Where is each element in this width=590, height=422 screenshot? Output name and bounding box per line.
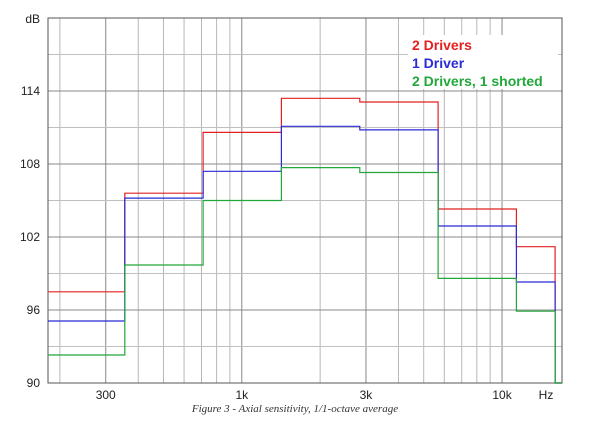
legend-entry: 1 Driver: [412, 55, 465, 71]
grid: [48, 18, 562, 383]
figure-caption: Figure 3 - Axial sensitivity, 1/1-octave…: [191, 403, 399, 415]
x-tick-label: 300: [96, 388, 116, 402]
x-unit-label: Hz: [539, 388, 554, 402]
legend-entry: 2 Drivers: [412, 37, 472, 53]
y-tick-label: 108: [20, 157, 40, 171]
tick-labels: 90 96 102 108 114 300 1k 3k 10k: [20, 84, 513, 402]
legend-entry: 2 Drivers, 1 shorted: [412, 73, 543, 89]
y-tick-label: 102: [20, 230, 40, 244]
legend: 2 Drivers 1 Driver 2 Drivers, 1 shorted: [408, 35, 558, 89]
x-tick-label: 1k: [235, 388, 249, 402]
plot-frame: [47, 17, 563, 384]
y-tick-label: 90: [27, 376, 41, 390]
y-unit-label: dB: [25, 12, 40, 26]
series-line: [48, 167, 562, 384]
x-tick-label: 10k: [492, 388, 512, 402]
legend-background: [408, 35, 558, 89]
x-tick-label: 3k: [360, 388, 374, 402]
y-tick-label: 96: [27, 303, 41, 317]
series-line: [48, 97, 562, 384]
series-line: [48, 125, 562, 384]
series-lines: [48, 97, 562, 384]
y-tick-label: 114: [21, 84, 40, 98]
